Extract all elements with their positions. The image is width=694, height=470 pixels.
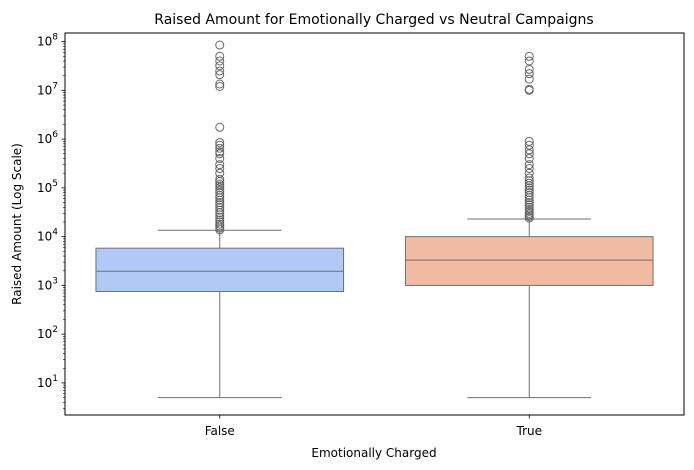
outlier-point — [524, 188, 534, 198]
y-tick-label: 101 — [37, 374, 58, 390]
outlier-point — [215, 138, 225, 148]
outlier-point — [215, 179, 225, 189]
outlier-point — [215, 40, 225, 50]
y-tick-label: 108 — [37, 33, 58, 49]
outlier-point — [524, 178, 534, 188]
outlier-point — [524, 140, 534, 150]
outlier-point — [215, 51, 225, 61]
outlier-point — [524, 154, 534, 164]
outlier-point — [524, 51, 534, 61]
box-true — [404, 236, 654, 286]
outlier-point — [215, 219, 225, 229]
x-axis: False True — [205, 415, 542, 438]
outlier-point — [215, 81, 225, 91]
outlier-point — [524, 205, 534, 215]
outlier-point — [215, 163, 225, 173]
outlier-point — [215, 202, 225, 212]
y-axis-label: Raised Amount (Log Scale) — [10, 143, 24, 305]
outlier-point — [215, 140, 225, 150]
outlier-point — [524, 84, 534, 94]
outlier-point — [215, 198, 225, 208]
outlier-point — [524, 163, 534, 173]
y-tick-label: 102 — [37, 325, 58, 341]
outlier-point — [215, 70, 225, 80]
outlier-point — [215, 160, 225, 170]
outlier-point — [215, 174, 225, 184]
outlier-point — [215, 200, 225, 210]
outlier-point — [524, 202, 534, 212]
box-group-true — [404, 51, 654, 399]
box-false — [95, 247, 345, 292]
outlier-point — [215, 61, 225, 71]
outlier-point — [215, 143, 225, 153]
x-tick-label: False — [205, 424, 235, 438]
outlier-point — [215, 185, 225, 195]
outlier-point — [524, 56, 534, 66]
plot-frame — [64, 32, 685, 416]
outlier-point — [215, 212, 225, 222]
outlier-point — [524, 168, 534, 178]
y-tick-label: 106 — [37, 130, 58, 146]
y-axis: 101 102 103 104 105 106 107 108 — [37, 33, 65, 409]
chart-title: Raised Amount for Emotionally Charged vs… — [154, 12, 593, 28]
outlier-point — [215, 215, 225, 225]
outlier-point — [524, 198, 534, 208]
outlier-point — [215, 154, 225, 164]
outlier-point — [215, 79, 225, 89]
y-tick-label: 103 — [37, 276, 58, 292]
outlier-point — [524, 160, 534, 170]
y-tick-label: 105 — [37, 179, 58, 195]
y-tick-label: 104 — [37, 228, 58, 244]
outlier-point — [524, 136, 534, 146]
box-group-false — [95, 40, 345, 399]
outlier-point — [524, 74, 534, 84]
outlier-point — [524, 185, 534, 195]
outlier-point — [215, 56, 225, 66]
plot-area — [95, 40, 654, 399]
outlier-point — [215, 188, 225, 198]
outlier-point — [524, 149, 534, 159]
outlier-point — [524, 200, 534, 210]
x-axis-label: Emotionally Charged — [311, 446, 436, 460]
outlier-point — [215, 168, 225, 178]
outlier-point — [215, 66, 225, 76]
outlier-point — [524, 173, 534, 183]
outlier-point — [524, 69, 534, 79]
y-tick-label: 107 — [37, 81, 58, 97]
x-tick-label: True — [516, 424, 543, 438]
outlier-point — [215, 122, 225, 132]
outlier-point — [215, 147, 225, 157]
outlier-point — [524, 145, 534, 155]
